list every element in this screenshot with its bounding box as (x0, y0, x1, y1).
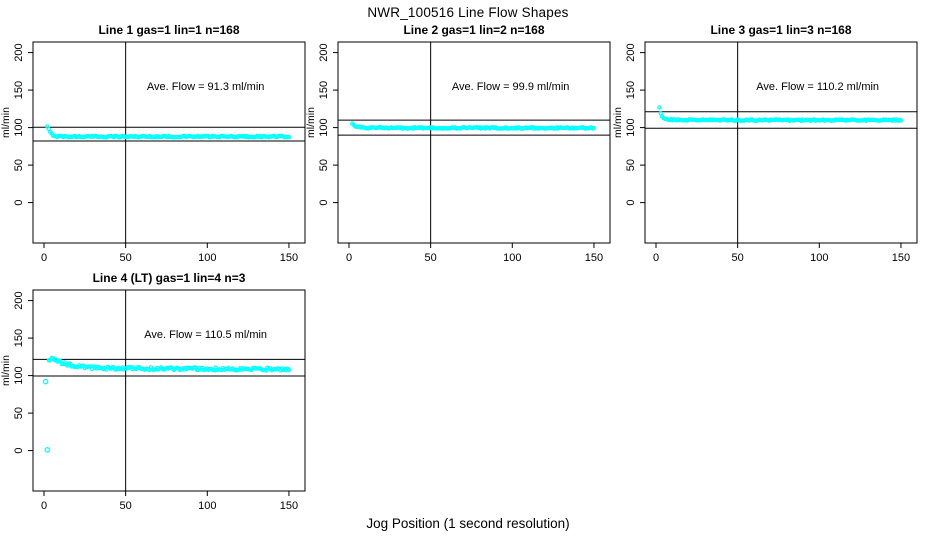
panel-title: Line 3 gas=1 lin=3 n=168 (710, 23, 851, 37)
subplot-line-2: Line 2 gas=1 lin=2 n=168 0 50 100 150 0 50 100 1… (305, 23, 611, 264)
y-tick-label: 100 (318, 118, 330, 136)
y-tick-label: 100 (13, 118, 25, 136)
y-axis: 0 50 100 150 200 (13, 43, 33, 206)
data-point (591, 125, 597, 131)
x-tick-label: 50 (120, 500, 132, 512)
y-tick-label: 150 (625, 81, 637, 99)
figure-xlabel: Jog Position (1 second resolution) (366, 516, 570, 531)
y-tick-label: 100 (13, 366, 25, 384)
y-axis: 0 50 100 150 200 (318, 43, 338, 206)
outlier-point (42, 378, 49, 385)
data-points (42, 355, 292, 453)
ave-flow-annotation: Ave. Flow = 110.5 ml/min (144, 329, 267, 341)
ave-flow-annotation: Ave. Flow = 99.9 ml/min (452, 81, 569, 93)
y-tick-label: 0 (625, 200, 637, 206)
y-tick-label: 150 (13, 329, 25, 347)
x-tick-label: 150 (280, 500, 298, 512)
y-tick-label: 150 (318, 81, 330, 99)
data-point (657, 105, 662, 110)
ave-flow-annotation: Ave. Flow = 91.3 ml/min (147, 81, 264, 93)
y-tick-label: 50 (625, 159, 637, 171)
plot-box (32, 289, 306, 492)
y-tick-label: 150 (13, 81, 25, 99)
y-tick-label: 100 (625, 118, 637, 136)
x-axis: 0 50 100 150 (653, 243, 910, 264)
y-axis: 0 50 100 150 200 (13, 291, 33, 454)
y-axis-label: ml/min (0, 107, 12, 138)
plot-box (644, 41, 918, 244)
y-tick-label: 0 (13, 200, 25, 206)
x-tick-label: 100 (810, 252, 828, 264)
figure-title: NWR_100516 Line Flow Shapes (367, 5, 569, 20)
y-axis-label: ml/min (612, 107, 624, 138)
x-tick-label: 0 (41, 500, 47, 512)
y-axis: 0 50 100 150 200 (625, 43, 645, 206)
x-axis: 0 50 100 150 (346, 243, 603, 264)
y-axis-label: ml/min (0, 355, 12, 386)
ave-flow-annotation: Ave. Flow = 110.2 ml/min (756, 81, 879, 93)
y-tick-label: 200 (625, 43, 637, 61)
x-tick-label: 50 (120, 252, 132, 264)
x-tick-label: 150 (280, 252, 298, 264)
y-tick-label: 0 (13, 448, 25, 454)
data-points (350, 121, 597, 131)
y-tick-label: 50 (318, 159, 330, 171)
subplot-line-4: Line 4 (LT) gas=1 lin=4 n=3 0 50 100 150 0 50 1… (0, 271, 306, 512)
y-axis-label: ml/min (305, 107, 317, 138)
panel-title: Line 4 (LT) gas=1 lin=4 n=3 (93, 271, 246, 285)
x-tick-label: 50 (732, 252, 744, 264)
panel-title: Line 1 gas=1 lin=1 n=168 (98, 23, 239, 37)
data-point (286, 367, 292, 373)
y-tick-label: 50 (13, 159, 25, 171)
y-tick-label: 0 (318, 200, 330, 206)
panel-title: Line 2 gas=1 lin=2 n=168 (403, 23, 544, 37)
subplot-line-3: Line 3 gas=1 lin=3 n=168 0 50 100 150 0 50 100 1… (612, 23, 918, 264)
x-axis: 0 50 100 150 (41, 243, 298, 264)
x-tick-label: 150 (892, 252, 910, 264)
x-tick-label: 100 (503, 252, 521, 264)
outlier-point (44, 446, 51, 453)
data-point (286, 134, 292, 140)
x-tick-label: 0 (346, 252, 352, 264)
y-tick-label: 200 (318, 43, 330, 61)
x-tick-label: 100 (198, 252, 216, 264)
y-tick-label: 200 (13, 43, 25, 61)
y-tick-label: 200 (13, 291, 25, 309)
data-points (45, 124, 292, 140)
data-points (657, 105, 904, 124)
x-tick-label: 0 (653, 252, 659, 264)
plot-box (32, 41, 306, 244)
subplot-line-1: Line 1 gas=1 lin=1 n=168 0 50 100 150 0 50 100 1… (0, 23, 306, 264)
x-axis: 0 50 100 150 (41, 491, 298, 512)
data-point (898, 118, 904, 123)
x-tick-label: 0 (41, 252, 47, 264)
plot-box (337, 41, 611, 244)
x-tick-label: 50 (425, 252, 437, 264)
x-tick-label: 100 (198, 500, 216, 512)
y-tick-label: 50 (13, 407, 25, 419)
x-tick-label: 150 (585, 252, 603, 264)
